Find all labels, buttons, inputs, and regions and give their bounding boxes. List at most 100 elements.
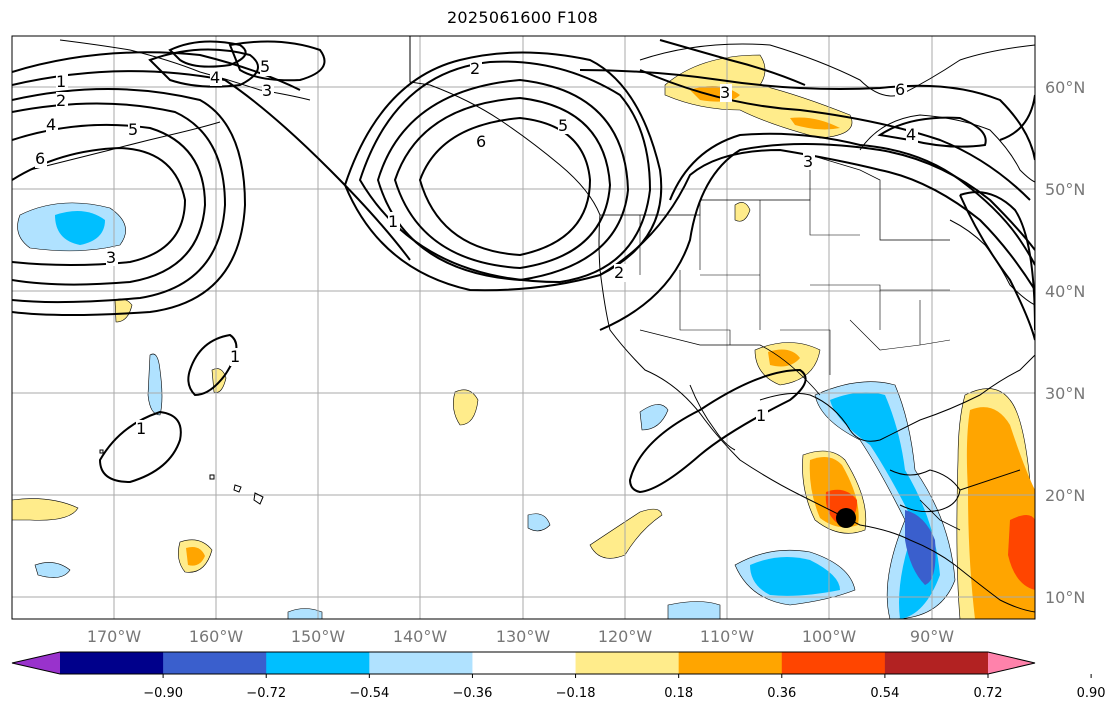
shade-yellow [453,389,479,426]
country-border [639,329,821,396]
colorbar-tick-label: 0.90 [1077,686,1105,701]
contour-line [418,116,592,257]
contour-layer [12,39,1035,494]
shade-orange [966,407,1035,619]
shade-yellow [734,202,751,222]
colorbar-swatch [369,652,473,674]
contour-line [376,78,630,282]
lat-label: 30°N [1045,384,1085,403]
contour-line [599,148,1035,291]
contour-line [168,40,247,68]
shade-yellow [664,54,853,139]
contour-label: 2 [470,59,480,78]
colorbar-tick-label: −0.18 [556,686,596,701]
contour-label: 5 [260,57,270,76]
colorbar-swatch [884,652,989,674]
shaded-field-layer [12,54,1035,619]
lon-label: 150°W [291,627,346,646]
coastline [59,39,311,101]
contour-label: 1 [388,212,398,231]
storm-center-marker [836,508,856,528]
shade-yellow [589,508,663,559]
colorbar-tick-label: 0.18 [664,686,693,701]
coastline [759,354,1035,442]
shade-light-blue [527,513,551,532]
map-title: 2025061600 F108 [446,8,599,27]
shade-blue [55,211,105,245]
lat-label: 60°N [1045,78,1085,97]
contour-label: 6 [35,149,45,168]
shade-dark-blue [905,510,936,585]
colorbar-swatch [575,652,680,674]
contour-label: 5 [558,116,568,135]
coastline [409,36,1035,613]
colorbar-swatch [60,652,164,674]
contour-line [12,70,411,261]
contour-line [877,116,987,148]
contour-label: 1 [136,419,146,438]
coastline [29,121,221,171]
lon-label: 110°W [700,627,755,646]
lon-label: 130°W [496,627,551,646]
contour-label: 3 [106,248,116,267]
shade-light-blue [287,608,323,619]
contour-line [639,69,1031,201]
colorbar-swatch [266,652,370,674]
contour-line [187,333,238,397]
colorbar: −0.90 −0.72 −0.54 −0.36 −0.18 0.18 0.36 0.54 0.7… [11,651,1105,701]
shade-light-blue [639,404,669,431]
contour-line [669,132,1035,266]
shade-red-orange [1008,515,1035,590]
colorbar-tick-label: 0.54 [870,686,899,701]
shade-light-blue [147,353,163,416]
contour-label: 2 [56,91,66,110]
colorbar-tick-label: −0.54 [349,686,389,701]
contour-label: 2 [614,263,624,282]
colorbar-tick-label: −0.36 [453,686,493,701]
shade-light-blue [34,562,71,578]
shade-light-blue [667,601,721,619]
lat-label: 50°N [1045,180,1085,199]
latitude-labels: 60°N 50°N 40°N 30°N 20°N 10°N [1045,78,1085,607]
coastline [859,114,1035,183]
contour-label-layer: 1 2 4 5 6 3 5 3 4 6 2 5 6 1 3 2 3 4 1 1 … [35,57,918,438]
contour-line [358,60,652,284]
lon-label: 160°W [189,627,244,646]
contour-label: 5 [128,120,138,139]
lon-label: 170°W [87,627,142,646]
contour-label: 6 [476,132,486,151]
contour-label: 1 [230,347,240,366]
contour-label: 1 [56,72,66,91]
contour-line [659,39,806,86]
shade-yellow [114,298,133,323]
colorbar-swatch [781,652,886,674]
contour-line [12,123,207,286]
colorbar-tick-label: −0.72 [246,686,286,701]
lon-label: 90°W [910,627,954,646]
graticule [12,36,1035,619]
contour-line [148,48,259,88]
colorbar-swatch [163,652,267,674]
country-border [919,499,961,531]
contour-label: 3 [262,81,272,100]
lat-label: 40°N [1045,282,1085,301]
contour-line [12,51,301,91]
contour-label: 4 [46,115,56,134]
contour-label: 1 [756,406,766,425]
longitude-labels: 170°W 160°W 150°W 140°W 130°W 120°W 110°… [87,627,954,646]
shade-orange [790,117,840,130]
contour-line [12,88,247,316]
lon-label: 120°W [598,627,653,646]
contour-line [999,94,1035,141]
contour-line [628,368,807,494]
shade-yellow [211,368,227,393]
contour-line [12,146,187,266]
shade-orange [186,547,205,566]
contour-label: 6 [895,80,905,99]
colorbar-tick-label: 0.72 [974,686,1003,701]
lat-label: 10°N [1045,588,1085,607]
shade-blue [750,556,840,596]
shade-orange [768,349,800,367]
contour-label: 4 [906,125,916,144]
